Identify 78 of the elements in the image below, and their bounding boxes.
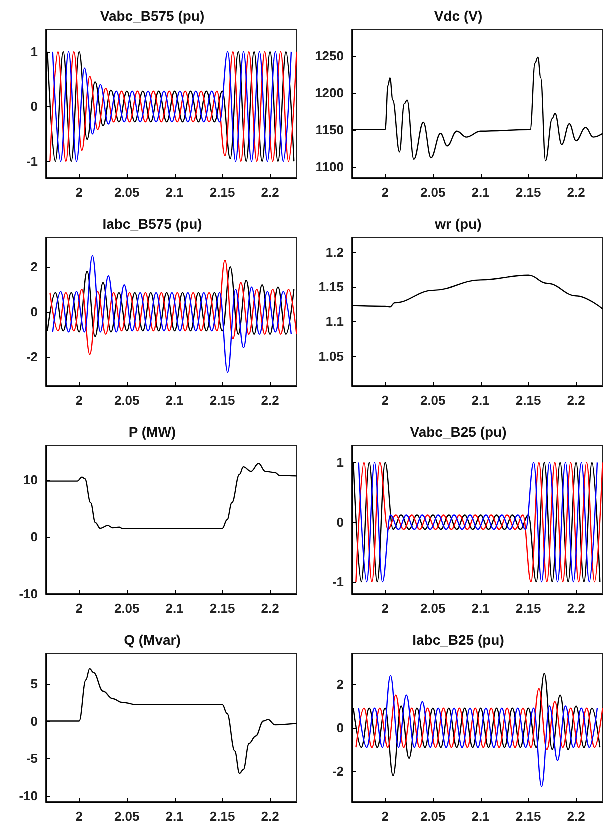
y-tick-label: 1.1 xyxy=(326,314,344,330)
chart-title: Vabc_B25 (pu) xyxy=(410,424,507,440)
x-tick-label: 2 xyxy=(382,185,390,200)
y-tick-label: -10 xyxy=(19,788,38,804)
x-tick-label: 2.05 xyxy=(114,809,140,824)
x-tick-label: 2.15 xyxy=(210,185,236,200)
y-tick-label: 1.15 xyxy=(318,280,344,295)
y-tick-label: 0 xyxy=(336,514,344,530)
x-tick-label: 2.05 xyxy=(420,601,446,616)
y-tick-label: -10 xyxy=(19,586,38,602)
chart-title: Vabc_B575 (pu) xyxy=(100,8,205,24)
y-tick-label: 1150 xyxy=(316,122,344,138)
line-series xyxy=(50,260,298,356)
x-tick-label: 2.1 xyxy=(166,601,184,616)
chart-title: Q (Mvar) xyxy=(124,632,181,648)
x-tick-label: 2.15 xyxy=(210,601,236,616)
x-tick-label: 2 xyxy=(76,809,84,824)
y-tick-label: 1.05 xyxy=(318,348,344,364)
x-tick-label: 2.15 xyxy=(516,185,542,200)
x-tick-label: 2.2 xyxy=(261,185,280,200)
y-tick-label: -2 xyxy=(332,764,344,780)
x-tick-label: 2.1 xyxy=(472,601,490,616)
x-tick-label: 2.2 xyxy=(261,393,280,408)
y-tick-label: 1100 xyxy=(316,159,344,174)
y-tick-label: -1 xyxy=(332,574,344,590)
x-tick-label: 2.05 xyxy=(420,809,446,824)
line-series xyxy=(356,688,604,750)
x-tick-label: 2.1 xyxy=(166,185,184,200)
y-tick-label: 2 xyxy=(336,676,344,692)
x-tick-label: 2.2 xyxy=(567,809,586,824)
x-tick-label: 2.15 xyxy=(516,809,542,824)
x-tick-label: 2.2 xyxy=(567,185,586,200)
x-tick-label: 2.15 xyxy=(210,393,236,408)
y-tick-label: 5 xyxy=(30,676,38,692)
x-tick-label: 2.15 xyxy=(210,809,236,824)
x-tick-label: 2 xyxy=(76,393,84,408)
y-tick-label: 0 xyxy=(30,714,38,729)
y-tick-label: 1.2 xyxy=(326,245,344,260)
chart-title: Iabc_B575 (pu) xyxy=(102,216,202,232)
x-tick-label: 2.05 xyxy=(420,185,446,200)
x-tick-label: 2.2 xyxy=(261,601,280,616)
chart-title: P (MW) xyxy=(128,424,176,440)
x-tick-label: 2.05 xyxy=(114,185,140,200)
y-tick-label: 2 xyxy=(30,260,38,275)
y-tick-label: 1200 xyxy=(315,85,344,100)
x-tick-label: 2 xyxy=(382,393,390,408)
y-tick-label: -5 xyxy=(26,751,38,766)
x-tick-label: 2.15 xyxy=(516,393,542,408)
x-tick-label: 2 xyxy=(76,185,84,200)
x-tick-label: 2.2 xyxy=(567,393,586,408)
x-tick-label: 2.05 xyxy=(114,601,140,616)
chart-title: Vdc (V) xyxy=(434,8,483,24)
x-tick-label: 2.2 xyxy=(567,601,586,616)
chart-title: Iabc_B25 (pu) xyxy=(412,632,504,648)
y-tick-label: 1 xyxy=(30,44,38,60)
line-series xyxy=(52,255,292,374)
y-tick-label: -1 xyxy=(26,154,38,170)
x-tick-label: 2 xyxy=(76,601,84,616)
y-tick-label: 0 xyxy=(30,530,38,545)
y-tick-label: 1 xyxy=(336,455,344,470)
x-tick-label: 2.05 xyxy=(114,393,140,408)
chart-title: wr (pu) xyxy=(434,216,482,232)
x-tick-label: 2.1 xyxy=(472,809,490,824)
y-tick-label: 10 xyxy=(24,472,38,488)
y-tick-label: 1250 xyxy=(315,48,344,64)
x-tick-label: 2.1 xyxy=(166,393,184,408)
x-tick-label: 2 xyxy=(382,809,390,824)
y-tick-label: 0 xyxy=(30,99,38,114)
x-tick-label: 2.15 xyxy=(516,601,542,616)
y-tick-label: 0 xyxy=(30,304,38,320)
y-tick-label: -2 xyxy=(26,349,38,364)
x-tick-label: 2.2 xyxy=(261,809,280,824)
x-tick-label: 2.1 xyxy=(166,809,184,824)
x-tick-label: 2.05 xyxy=(420,393,446,408)
x-tick-label: 2.1 xyxy=(472,185,490,200)
y-tick-label: 0 xyxy=(336,720,344,736)
x-tick-label: 2 xyxy=(382,601,390,616)
x-tick-label: 2.1 xyxy=(472,393,490,408)
